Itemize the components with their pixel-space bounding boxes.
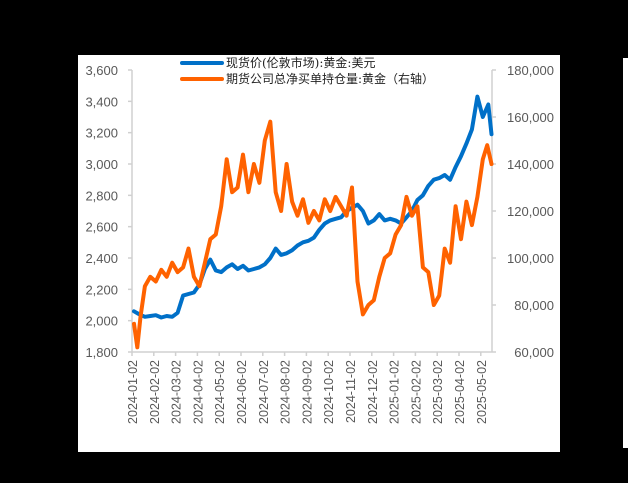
- x-axis-tick-label: 2024-10-02: [322, 360, 336, 424]
- legend: 现货价(伦敦市场):黄金:美元 期货公司总净买单持仓量:黄金（右轴）: [180, 55, 434, 86]
- x-axis-tick-label: 2024-03-02: [170, 360, 184, 424]
- x-axis-tick-label: 2024-07-02: [257, 360, 271, 424]
- left-axis-tick-label: 3,000: [85, 157, 118, 172]
- right-axis-tick-label: 60,000: [514, 345, 554, 360]
- x-axis-tick-label: 2024-09-02: [300, 360, 314, 424]
- legend-label-gold-price: 现货价(伦敦市场):黄金:美元: [226, 55, 375, 70]
- x-axis-tick-label: 2024-11-02: [344, 360, 358, 423]
- right-axis-tick-label: 120,000: [507, 204, 554, 219]
- right-axis-tick-label: 180,000: [507, 63, 554, 78]
- left-axis-tick-label: 2,400: [85, 251, 118, 266]
- right-axis-tick-label: 160,000: [507, 110, 554, 125]
- x-axis-tick-label: 2024-04-02: [191, 360, 205, 424]
- x-axis-tick-label: 2024-01-02: [126, 360, 140, 424]
- x-axis-tick-label: 2025-04-02: [453, 360, 467, 424]
- plot-lines: [132, 94, 494, 350]
- gold-price-line: [132, 94, 494, 320]
- left-axis-tick-label: 3,200: [85, 126, 118, 141]
- left-axis-tick-label: 3,400: [85, 94, 118, 109]
- x-axis-tick-label: 2024-05-02: [213, 360, 227, 424]
- x-axis-tick-label: 2025-05-02: [475, 360, 489, 424]
- x-axis-tick-label: 2025-01-02: [388, 360, 402, 424]
- adjacent-panel-edge: [623, 58, 628, 448]
- left-axis-tick-label: 2,200: [85, 282, 118, 297]
- legend-entry-gold-price: 现货价(伦敦市场):黄金:美元: [180, 55, 375, 70]
- legend-entry-net-long: 期货公司总净买单持仓量:黄金（右轴）: [180, 71, 434, 86]
- right-axis-tick-label: 80,000: [514, 298, 554, 313]
- chart-panel: [78, 55, 560, 452]
- x-axis-tick-label: 2024-12-02: [366, 360, 380, 424]
- net-long-position-line: [132, 119, 494, 350]
- left-axis-tick-label: 1,800: [85, 345, 118, 360]
- x-axis-tick-label: 2025-03-02: [431, 360, 445, 424]
- x-axis-tick-label: 2025-02-02: [409, 360, 423, 424]
- right-axis-tick-label: 140,000: [507, 157, 554, 172]
- right-axis-tick-label: 100,000: [507, 251, 554, 266]
- legend-label-net-long: 期货公司总净买单持仓量:黄金（右轴）: [226, 71, 434, 86]
- x-axis-tick-label: 2024-08-02: [279, 360, 293, 424]
- axes: 1,800 2,000 2,200 2,400 2,600 2,800 3,000 3,200…: [85, 63, 554, 424]
- x-axis-tick-label: 2024-02-02: [148, 360, 162, 424]
- left-axis-tick-label: 2,800: [85, 188, 118, 203]
- x-axis-tick-label: 2024-06-02: [235, 360, 249, 424]
- left-axis-tick-label: 2,000: [85, 314, 118, 329]
- left-axis-tick-label: 3,600: [85, 63, 118, 78]
- left-axis-tick-label: 2,600: [85, 220, 118, 235]
